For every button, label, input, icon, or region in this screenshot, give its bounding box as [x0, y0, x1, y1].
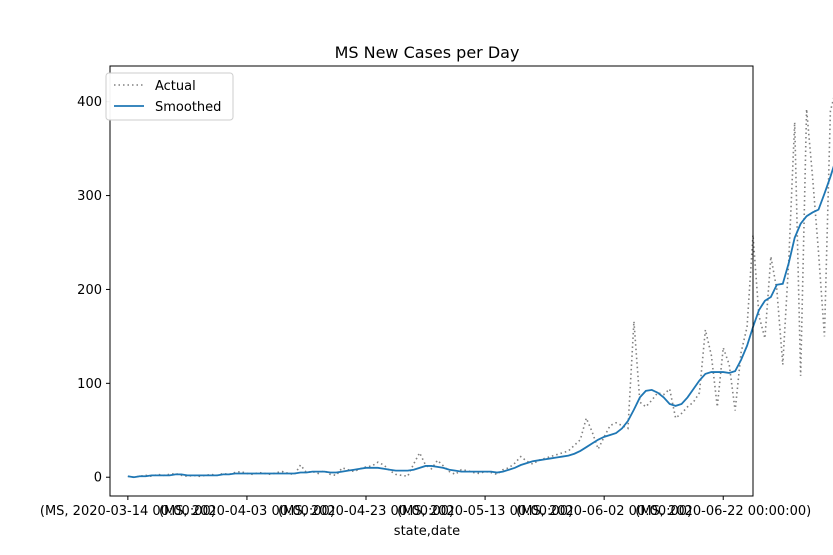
series-line-smoothed — [127, 165, 833, 479]
y-tick-label: 100 — [77, 377, 102, 392]
plot-frame — [109, 65, 754, 497]
x-tick-label: (MS, 2020-04-03 00:00:00) — [159, 504, 335, 519]
x-axis: (MS, 2020-03-14 00:00:00)(MS, 2020-04-03… — [40, 496, 811, 519]
y-tick-label: 300 — [77, 189, 102, 204]
y-tick-label: 400 — [77, 95, 102, 110]
chart-title: MS New Cases per Day — [335, 43, 520, 62]
legend-label-smoothed: Smoothed — [155, 100, 221, 115]
legend-label-actual: Actual — [155, 79, 196, 94]
x-tick-label: (MS, 2020-06-02 00:00:00) — [516, 504, 692, 519]
x-tick-label: (MS, 2020-04-23 00:00:00) — [278, 504, 454, 519]
x-tick-label: (MS, 2020-05-13 00:00:00) — [397, 504, 573, 519]
plot-area — [110, 66, 753, 496]
y-tick-label: 200 — [77, 283, 102, 298]
legend: Actual Smoothed — [105, 72, 234, 121]
x-tick-label: (MS, 2020-06-22 00:00:00) — [635, 504, 811, 519]
x-axis-label: state,date — [394, 524, 460, 539]
y-tick-label: 0 — [94, 471, 102, 486]
x-tick-label: (MS, 2020-03-14 00:00:00) — [40, 504, 216, 519]
